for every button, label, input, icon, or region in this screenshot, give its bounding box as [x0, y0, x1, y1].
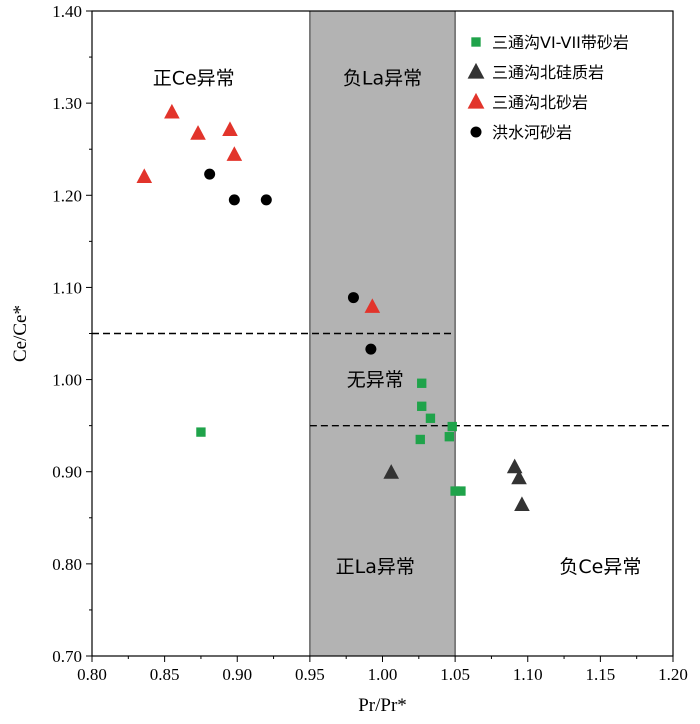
- data-point: [450, 486, 460, 496]
- legend-label: 三通沟北砂岩: [492, 93, 588, 112]
- x-tick-label: 1.15: [586, 665, 616, 684]
- data-point: [444, 432, 454, 442]
- data-point: [347, 292, 359, 304]
- legend-marker: [467, 92, 485, 109]
- data-point: [164, 103, 180, 119]
- legend-label: 三通沟北硅质岩: [492, 63, 604, 82]
- data-point: [514, 496, 530, 512]
- data-point: [365, 343, 377, 355]
- x-tick-label: 1.00: [368, 665, 398, 684]
- data-point: [222, 121, 238, 137]
- x-tick-label: 1.05: [440, 665, 470, 684]
- data-point: [456, 486, 466, 496]
- data-point: [364, 298, 381, 313]
- data-point: [204, 168, 216, 180]
- series-3: [204, 168, 377, 355]
- data-point: [196, 427, 206, 437]
- x-tick-label: 1.20: [658, 665, 688, 684]
- data-point: [415, 434, 425, 445]
- region-label-1: 负La异常: [343, 68, 422, 90]
- data-point: [511, 469, 527, 485]
- series-2: [136, 103, 381, 313]
- x-tick-label: 0.85: [150, 665, 180, 684]
- y-tick-label: 1.30: [52, 94, 82, 113]
- data-point: [190, 125, 206, 140]
- x-tick-label: 0.80: [77, 665, 107, 684]
- y-tick-label: 1.00: [52, 371, 82, 390]
- legend-marker: [471, 37, 481, 47]
- series-1: [383, 458, 530, 512]
- legend-label: 洪水河砂岩: [492, 123, 572, 142]
- data-point: [383, 464, 400, 479]
- y-tick-label: 0.70: [52, 647, 82, 666]
- y-axis-title: Ce/Ce*: [10, 305, 31, 362]
- data-point: [228, 194, 240, 206]
- data-point: [226, 146, 243, 161]
- y-tick-label: 1.40: [52, 2, 82, 21]
- data-point: [417, 378, 427, 388]
- region-label-0: 正Ce异常: [153, 68, 235, 90]
- x-tick-label: 0.95: [295, 665, 325, 684]
- series-0: [196, 378, 466, 496]
- data-point: [136, 168, 153, 183]
- y-tick-label: 0.80: [52, 555, 82, 574]
- region-label-4: 负Ce异常: [559, 556, 641, 578]
- region-label-2: 无异常: [347, 369, 404, 391]
- y-tick-label: 1.20: [52, 186, 82, 205]
- legend-marker: [470, 126, 482, 138]
- data-point: [260, 194, 272, 206]
- data-point: [425, 413, 436, 423]
- region-label-3: 正La异常: [336, 556, 415, 578]
- y-tick-label: 1.10: [52, 278, 82, 297]
- data-point: [417, 401, 427, 411]
- x-tick-label: 0.90: [222, 665, 252, 684]
- y-tick-label: 0.90: [52, 463, 82, 482]
- x-tick-label: 1.10: [513, 665, 543, 684]
- x-axis-title: Pr/Pr*: [358, 695, 407, 716]
- data-point: [447, 421, 457, 432]
- data-point: [506, 458, 523, 474]
- legend-marker: [467, 62, 485, 79]
- legend-label: 三通沟VI-VII带砂岩: [492, 33, 629, 52]
